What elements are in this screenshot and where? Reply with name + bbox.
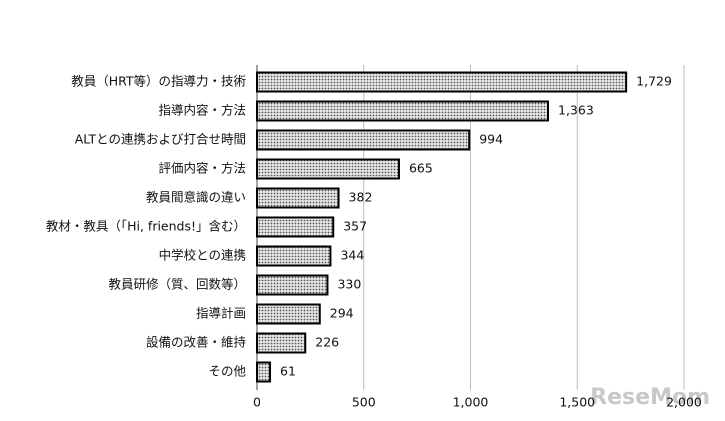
value-label: 382 <box>349 190 373 205</box>
bar <box>256 216 335 238</box>
value-label: 665 <box>409 161 433 176</box>
value-label: 330 <box>337 277 361 292</box>
value-label: 344 <box>340 248 364 263</box>
x-tick-label: 2,000 <box>666 395 702 410</box>
value-label: 357 <box>343 219 367 234</box>
bar <box>256 245 332 267</box>
watermark: ReseMom <box>590 385 710 410</box>
bar <box>256 274 329 296</box>
y-tick-label: 教材・教具（「Hi, friends!」含む） <box>46 219 246 234</box>
x-tick-label: 1,000 <box>453 395 489 410</box>
value-label: 226 <box>315 335 339 350</box>
bar <box>256 361 272 383</box>
y-tick-label: 設備の改善・維持 <box>146 335 246 350</box>
y-tick-label: 教員（HRT等）の指導力・技術 <box>71 74 246 89</box>
bar <box>256 187 340 209</box>
y-tick-label: 教員間意識の違い <box>146 190 246 205</box>
value-label: 994 <box>479 132 503 147</box>
y-tick-label: ALTとの連携および打合せ時間 <box>75 132 246 147</box>
y-tick-label: 指導内容・方法 <box>158 103 246 118</box>
x-tick-label: 0 <box>253 395 261 410</box>
y-tick-label: 中学校との連携 <box>159 248 246 263</box>
bar <box>256 303 321 325</box>
value-label: 1,729 <box>636 74 672 89</box>
y-tick-label: 指導計画 <box>196 306 246 321</box>
x-tick-label: 1,500 <box>559 395 595 410</box>
y-tick-label: その他 <box>208 364 246 379</box>
bar <box>256 100 550 122</box>
y-tick-label: 評価内容・方法 <box>158 161 246 176</box>
bar <box>256 158 400 180</box>
y-tick-label: 教員研修（質、回数等） <box>108 277 246 292</box>
bar <box>256 71 628 93</box>
bar <box>256 129 471 151</box>
value-label: 61 <box>280 364 296 379</box>
value-label: 1,363 <box>558 103 594 118</box>
x-tick-label: 500 <box>352 395 376 410</box>
bar <box>256 332 307 354</box>
value-label: 294 <box>330 306 354 321</box>
